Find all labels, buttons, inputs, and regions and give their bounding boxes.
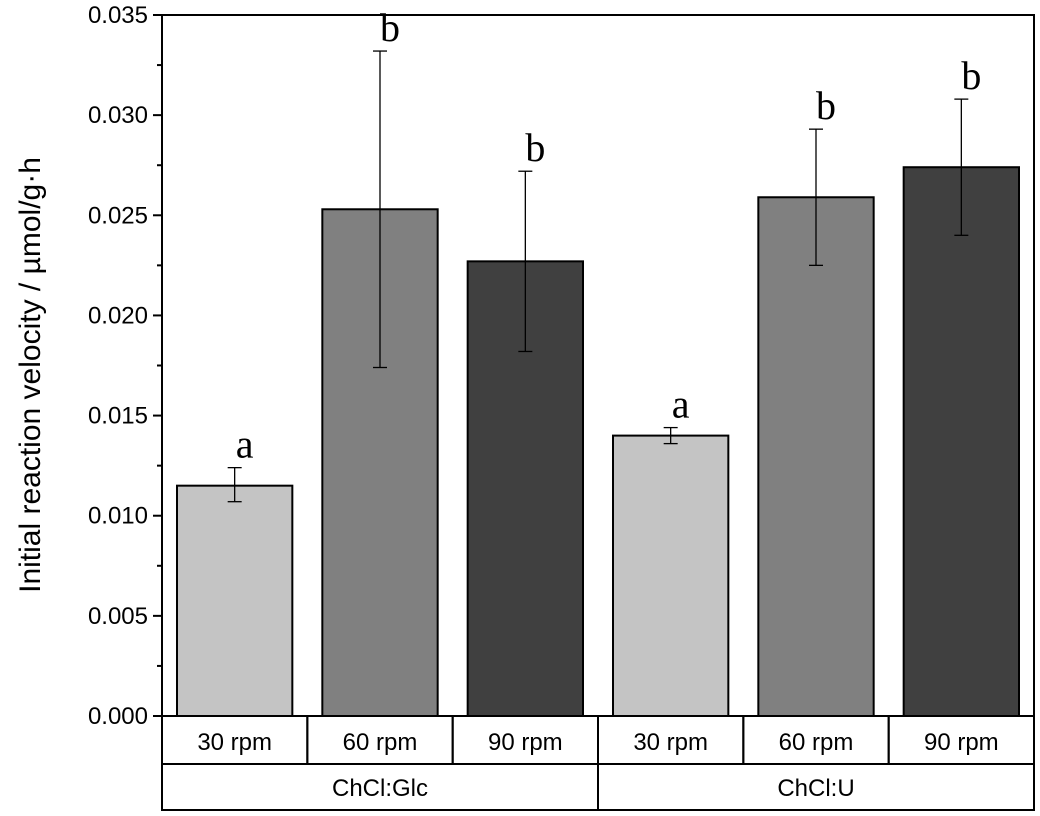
bar-chclu-60rpm	[757, 196, 875, 717]
significance-letters-layer: a b b a b b	[236, 5, 982, 467]
y-tick-label: 0.025	[88, 202, 148, 229]
x-category-label: 90 rpm	[488, 729, 563, 756]
y-axis-title: Initial reaction velocity / µmol/g·h	[14, 157, 47, 593]
x-group-cell	[597, 763, 1035, 811]
y-tick-label: 0.015	[88, 403, 148, 430]
x-group-label: ChCl:U	[777, 775, 854, 802]
significance-letter: b	[816, 83, 836, 128]
y-tick-label: 0.010	[88, 503, 148, 530]
significance-letter: b	[961, 53, 981, 98]
x-group-label: ChCl:Glc	[332, 775, 428, 802]
significance-letter: b	[380, 5, 400, 50]
significance-letter: b	[525, 125, 545, 170]
error-bars-layer	[227, 50, 969, 503]
significance-letter: a	[672, 382, 690, 427]
x-category-label: 30 rpm	[197, 729, 272, 756]
x-category-label: 60 rpm	[343, 729, 418, 756]
bar-chclu-30rpm	[612, 434, 730, 717]
bar-chclglc-30rpm	[176, 484, 294, 717]
y-axis: 0.000 0.005 0.010 0.015 0.020 0.025 0.030 0.035	[88, 2, 162, 730]
y-tick-label: 0.030	[88, 102, 148, 129]
y-tick-label: 0.000	[88, 703, 148, 730]
significance-letter: a	[236, 422, 254, 467]
bars-layer	[176, 166, 1021, 718]
y-tick-label: 0.020	[88, 302, 148, 329]
y-tick-label: 0.005	[88, 603, 148, 630]
bar-chclu-90rpm	[902, 166, 1021, 717]
y-tick-label: 0.035	[88, 2, 148, 29]
x-category-table: 30 rpm 60 rpm 90 rpm ChCl:Glc 30 rpm 60 rpm 90…	[161, 715, 1036, 811]
x-category-label: 30 rpm	[633, 729, 708, 756]
x-category-label: 60 rpm	[779, 729, 854, 756]
x-category-label: 90 rpm	[924, 729, 999, 756]
